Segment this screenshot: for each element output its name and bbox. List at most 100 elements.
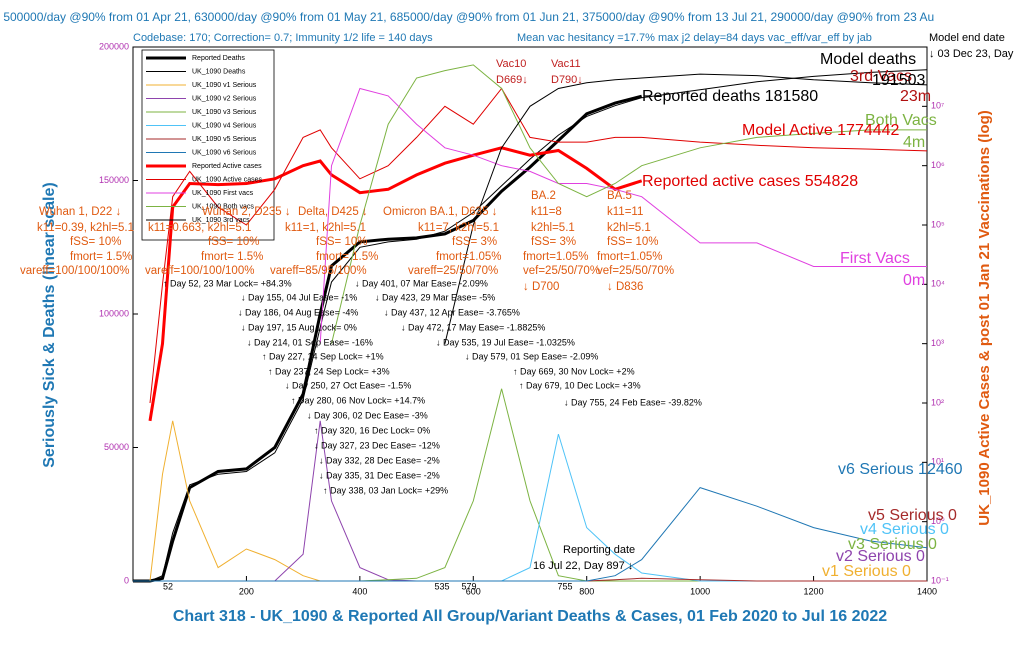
lockdown-note: ↓ Day 186, 04 Aug Ease= -4% [238,307,358,317]
y2-axis-label: UK_1090 Active Cases & post 01 Jan 21 Va… [976,110,993,525]
variant-note: vef=25/50/70% [523,265,600,277]
lockdown-note: ↑ Day 320, 16 Dec Lock= 0% [314,425,430,435]
variant-note: BA.2 [531,190,556,202]
y-axis-label: Seriously Sick & Deaths (linear scale) [41,182,58,467]
y2-tick-label: 10³ [931,338,944,348]
lockdown-note: ↑ Day 669, 30 Nov Lock= +2% [513,366,635,376]
legend-label: UK_1090 First vacs [192,190,254,197]
header-text: Codebase: 170; Correction= 0.7; Immunity… [133,32,433,44]
y2-tick-label: 10² [931,397,944,407]
variant-note: fSS= 10% [316,236,367,248]
variant-note: k11=1, k2hl=5.1 [285,222,366,234]
y-tick-label: 0 [124,575,129,585]
vac-label: D669↓ [496,74,528,86]
variant-note: fmort=1.05% [597,251,663,263]
end-label: v3 Serious 0 [848,536,937,553]
header-text: l, 500000/day @90% from 01 Apr 21, 63000… [0,10,934,24]
lockdown-note: ↓ Day 327, 23 Dec Ease= -12% [314,440,440,450]
variant-note: fSS= 10% [208,236,259,248]
lockdown-note: ↓ Day 472, 17 May Ease= -1.8825% [401,322,545,332]
lockdown-note: ↑ Day 280, 06 Nov Lock= +14.7% [291,395,425,405]
variant-note: fmort=1.05% [436,251,502,263]
lockdown-note: ↓ Day 579, 01 Sep Ease= -2.09% [465,351,598,361]
legend-label: UK_1090 Both vacs [192,203,254,210]
series-line [319,87,927,344]
chart-title: Chart 318 - UK_1090 & Reported All Group… [173,608,887,625]
variant-note: vareff=100/100/100% [20,265,129,277]
variant-note: fmort= 1.5% [201,251,263,263]
end-label: v1 Serious 0 [822,563,911,580]
legend-label: Reported Active cases [192,163,262,170]
series-line [331,64,927,344]
day-label: 52 [163,581,173,591]
x-tick-label: 1200 [804,586,824,596]
end-label: First Vacs [840,250,910,267]
lockdown-note: ↑ Day 52, 23 Mar Lock= +84.3% [163,278,292,288]
x-tick-label: 400 [352,586,367,596]
x-tick-label: 200 [239,586,254,596]
series-line [444,73,928,344]
lockdown-note: ↓ Day 214, 01 Sep Ease= -16% [247,337,373,347]
end-label: Model deaths [820,51,916,68]
day-label: 755 [557,581,572,591]
y2-tick-label: 10⁰ [931,516,945,526]
legend-box [141,49,275,241]
day-label: 579 [461,581,476,591]
y2-tick-label: 10⁵ [931,219,945,229]
header-text: Mean vac hesitancy =17.7% max j2 delay=8… [517,32,872,44]
legend-label: UK_1090 Deaths [192,68,246,75]
legend-label: UK_1090 v1 Serious [192,82,257,89]
end-label: Reported deaths 181580 [642,88,818,105]
lockdown-note: ↑ Day 237, 24 Sep Lock= +3% [268,366,390,376]
series-line [133,69,928,582]
series-line [149,87,928,404]
lockdown-note: ↓ Day 401, 07 Mar Ease= -2.09% [355,278,488,288]
lockdown-note: ↓ Day 535, 19 Jul Ease= -1.0325% [436,337,575,347]
end-label: Reported active cases 554828 [642,173,858,190]
y2-tick-label: 10⁷ [931,101,944,111]
variant-note: ↓ D700 [523,281,559,293]
end-label: 191503 [872,72,925,89]
variant-note: k11=0.39, k2hl=5.1 [37,222,134,234]
variant-note: vareff=85/95/100% [270,265,367,277]
y-tick-label: 100000 [99,308,129,318]
vac-label: D790↓ [551,74,583,86]
legend-label: UK_1090 v3 Serious [192,109,257,116]
variant-note: k2hl=5.1 [607,222,651,234]
lockdown-note: ↑ Day 227, 14 Sep Lock= +1% [262,351,384,361]
variant-note: fmort= 1.5% [70,251,132,263]
legend-label: UK_1090 v4 Serious [192,122,257,129]
lockdown-note: ↓ Day 197, 15 Aug Lock= 0% [241,322,357,332]
variant-note: fSS= 10% [607,236,658,248]
variant-note: Wuhan 2, D235 ↓ [202,206,291,218]
end-label: 3rd Vacs [850,68,912,85]
lockdown-note: ↓ Day 437, 12 Apr Ease= -3.765% [384,307,520,317]
series-line [133,388,927,582]
end-label: 23m [900,88,931,105]
legend-label: UK_1090 v2 Serious [192,95,257,102]
variant-note: vareff=25/50/70% [408,265,498,277]
lockdown-note: ↑ Day 338, 03 Jan Lock= +29% [323,485,448,495]
end-label: Model Active 1774442 [742,122,900,139]
variant-note: fSS= 10% [70,236,121,248]
lockdown-note: ↓ Day 335, 31 Dec Ease= -2% [319,470,440,480]
x-tick-label: 800 [579,586,594,596]
variant-note: k11=8 [531,206,562,218]
end-label: Both Vacs [865,112,937,129]
variant-note: vef=25/50/70% [597,265,674,277]
variant-note: k2hl=5.1 [531,222,575,234]
end-label: v4 Serious 0 [860,521,949,538]
x-tick-label: 1400 [917,586,937,596]
vac-label: Vac11 [551,58,581,70]
end-label: v6 Serious 12460 [838,461,963,478]
variant-note: Delta, D425 ↓ [298,206,368,218]
variant-note: ↓ D836 [607,281,643,293]
header-text: Model end date [929,32,1005,44]
end-label: 4m [903,134,925,151]
end-label: 0m [903,272,925,289]
variant-note: fSS= 3% [452,236,497,248]
variant-note: k11=7, k2hl=5.1 [418,222,499,234]
legend-label: UK_1090 3rd vacs [192,217,250,224]
lockdown-note: ↓ Day 155, 04 Jul Ease= -1% [241,292,357,302]
